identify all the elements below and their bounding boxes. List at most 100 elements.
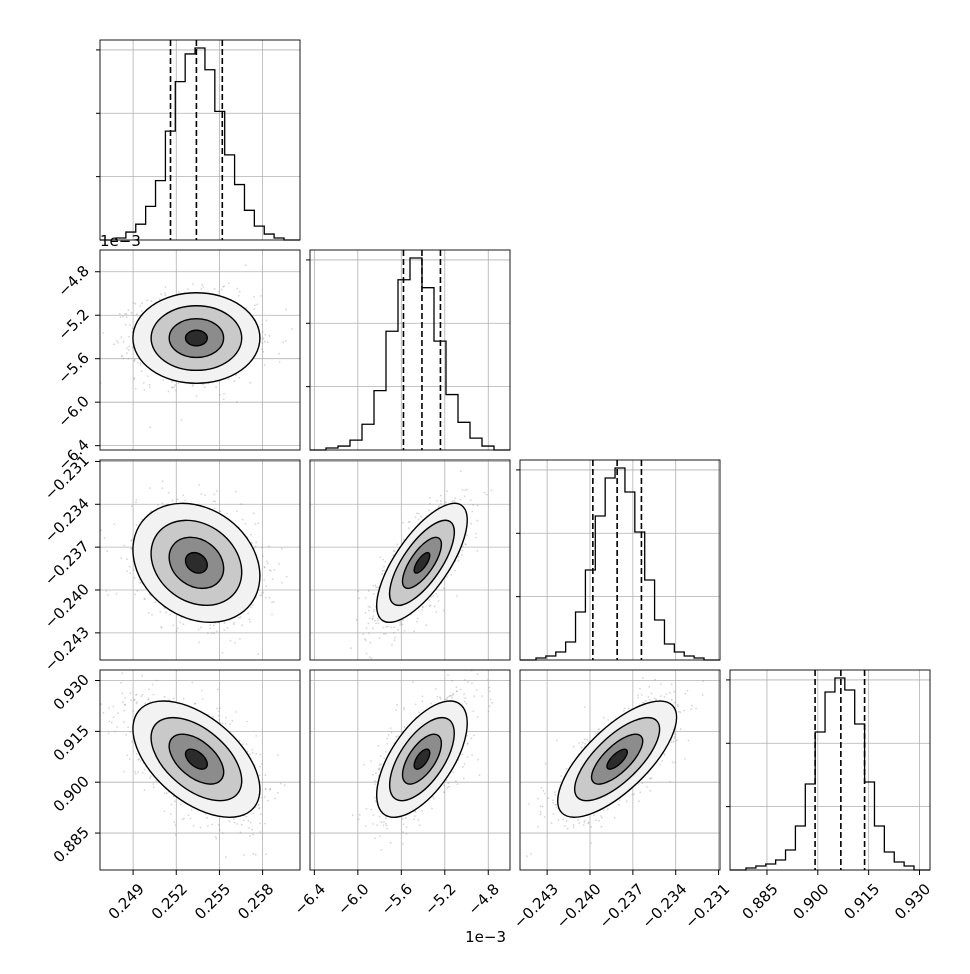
scatter-point (259, 594, 261, 596)
scatter-point (235, 491, 237, 493)
scatter-point (368, 606, 370, 608)
scatter-point (252, 853, 254, 855)
scatter-point (418, 519, 420, 521)
scatter-point (192, 384, 194, 386)
scatter-point (126, 570, 128, 572)
scatter-point (226, 513, 228, 515)
scatter-point (234, 622, 236, 624)
scatter-point (269, 597, 271, 599)
scatter-point (434, 605, 436, 607)
scatter-point (443, 610, 445, 612)
scatter-point (460, 470, 462, 472)
scatter-point (136, 313, 138, 315)
scatter-point (464, 496, 466, 498)
scatter-point (259, 766, 261, 768)
scatter-point (129, 566, 131, 568)
pair-panel-2-3 (310, 460, 510, 665)
scatter-point (168, 492, 170, 494)
scatter-point (202, 699, 204, 701)
scatter-point (255, 854, 257, 856)
scatter-point (174, 384, 176, 386)
scatter-point (366, 653, 368, 655)
scatter-point (146, 299, 148, 301)
scatter-point (357, 590, 359, 592)
scatter-point (128, 358, 130, 360)
scatter-point (176, 630, 178, 632)
scatter-point (458, 560, 460, 562)
scatter-point (461, 550, 463, 552)
scatter-point (366, 627, 368, 629)
scatter-point (132, 346, 134, 348)
scatter-point (285, 309, 287, 311)
scatter-point (258, 808, 260, 810)
scatter-point (229, 820, 231, 822)
scatter-point (155, 780, 157, 782)
scatter-point (281, 548, 283, 550)
scatter-point (443, 587, 445, 589)
scatter-point (219, 719, 221, 721)
scatter-point (238, 617, 240, 619)
scatter-point (121, 336, 123, 338)
scatter-point (148, 689, 150, 691)
scatter-point (399, 622, 401, 624)
scatter-point (108, 707, 110, 709)
scatter-point (420, 516, 422, 518)
scatter-point (250, 534, 252, 536)
scatter-point (453, 500, 455, 502)
scatter-point (130, 699, 132, 701)
scatter-point (215, 386, 217, 388)
scatter-point (134, 594, 136, 596)
scatter-point (377, 620, 379, 622)
scatter-point (381, 573, 383, 575)
scatter-point (391, 644, 393, 646)
scatter-point (271, 614, 273, 616)
scatter-point (368, 610, 370, 612)
scatter-point (216, 631, 218, 633)
scatter-point (291, 328, 293, 330)
scatter-point (371, 658, 373, 660)
scatter-point (362, 633, 364, 635)
scatter-point (107, 594, 109, 596)
scatter-point (162, 379, 164, 381)
scatter-point (143, 382, 145, 384)
scatter-point (268, 545, 270, 547)
scatter-point (117, 712, 119, 714)
scatter-point (303, 525, 305, 527)
scatter-point (259, 754, 261, 756)
scatter-point (379, 637, 381, 639)
scatter-point (446, 576, 448, 578)
scatter-point (102, 332, 104, 334)
scatter-point (425, 624, 427, 626)
scatter-point (263, 338, 265, 340)
scatter-point (104, 537, 106, 539)
scatter-point (120, 682, 122, 684)
scatter-point (161, 487, 163, 489)
scatter-point (144, 789, 146, 791)
scatter-point (445, 501, 447, 503)
scatter-point (130, 572, 132, 574)
density-contour-4 (186, 330, 208, 346)
scatter-point (377, 618, 379, 620)
scatter-point (437, 596, 439, 598)
scatter-point (415, 516, 417, 518)
scatter-point (252, 834, 254, 836)
scatter-point (184, 500, 186, 502)
scatter-point (238, 377, 240, 379)
scatter-point (147, 375, 149, 377)
scatter-point (151, 300, 153, 302)
scatter-point (385, 561, 387, 563)
scatter-point (440, 503, 442, 505)
scatter-point (218, 291, 220, 293)
scatter-point (204, 494, 206, 496)
scatter-point (187, 288, 189, 290)
scatter-point (404, 630, 406, 632)
scatter-point (261, 324, 263, 326)
scatter-point (380, 556, 382, 558)
scatter-point (430, 604, 432, 606)
scatter-point (129, 324, 131, 326)
scatter-point (134, 771, 136, 773)
scatter-point (396, 544, 398, 546)
panel-background (520, 460, 720, 660)
scatter-point (172, 624, 174, 626)
scatter-point (127, 309, 129, 311)
